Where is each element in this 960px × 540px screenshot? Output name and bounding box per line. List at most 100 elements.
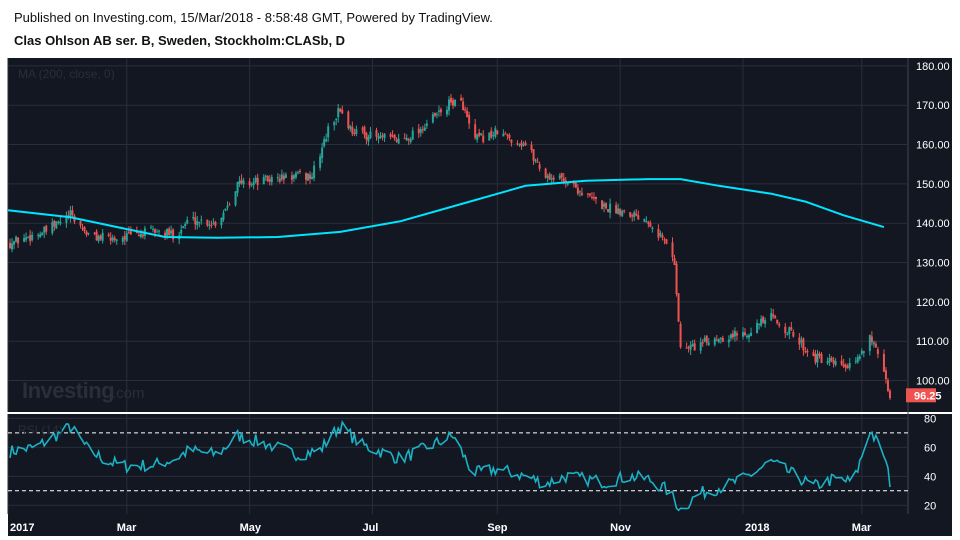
time-tick-label: Jul	[362, 522, 378, 534]
candle-body	[848, 363, 851, 368]
time-tick-label: 2018	[745, 522, 769, 534]
candle-body	[609, 203, 612, 213]
candlestick-series	[9, 93, 891, 400]
candle-body	[264, 175, 267, 177]
candle-body	[637, 215, 640, 220]
candle-body	[882, 353, 885, 372]
candle-body	[594, 196, 597, 200]
candle-body	[520, 142, 523, 147]
candle-body	[393, 134, 396, 139]
candle-body	[617, 208, 620, 214]
candle-body	[115, 239, 118, 241]
candle-body	[31, 234, 34, 240]
candle-body	[226, 205, 229, 208]
price-axis-background	[908, 58, 952, 412]
candle-body	[862, 351, 865, 353]
candle-body	[721, 337, 724, 342]
candle-body	[307, 173, 310, 181]
candle-body	[792, 331, 795, 337]
candle-body	[560, 173, 563, 178]
candle-body	[675, 263, 678, 295]
candle-body	[671, 242, 674, 258]
candle-body	[872, 342, 875, 345]
ma-series	[7, 178, 885, 239]
candle-body	[562, 178, 565, 182]
candle-body	[701, 342, 704, 344]
candle-body	[353, 132, 356, 134]
price-tick-label: 160.00	[916, 140, 950, 152]
candle-body	[321, 147, 324, 159]
candle-body	[15, 236, 18, 242]
candle-body	[41, 232, 44, 236]
candle-body	[665, 239, 668, 244]
candle-body	[480, 133, 483, 136]
candle-body	[623, 210, 626, 212]
candle-body	[452, 100, 455, 106]
candle-body	[548, 174, 551, 180]
candle-body	[607, 209, 610, 213]
candle-body	[474, 124, 477, 138]
rsi-pane-background	[8, 414, 908, 514]
investing-watermark: Investing .com	[22, 378, 145, 403]
candle-body	[806, 350, 809, 353]
axis-labels: 100.00 110.00 120.00 130.00 140.00 150.00 160.…	[10, 61, 950, 534]
candle-body	[814, 354, 817, 363]
last-price-value: 96.25	[914, 390, 942, 402]
candle-body	[659, 233, 662, 236]
candle-body	[552, 177, 555, 180]
candle-body	[629, 212, 632, 217]
candle-body	[129, 231, 132, 235]
candle-body	[433, 112, 436, 116]
candle-body	[79, 220, 82, 226]
candle-body	[164, 232, 167, 236]
candle-body	[619, 208, 622, 215]
candle-body	[802, 338, 805, 351]
last-price-tag-box	[906, 388, 936, 403]
candle-body	[774, 316, 777, 319]
candle-body	[248, 181, 251, 186]
candle-body	[236, 181, 239, 193]
candle-body	[25, 237, 28, 240]
watermark-brand: Investing	[22, 378, 114, 403]
candle-body	[576, 187, 579, 194]
candle-body	[731, 333, 734, 338]
price-tick-label: 120.00	[916, 297, 950, 309]
candle-body	[69, 210, 72, 218]
ma-indicator-label[interactable]: MA (200, close, 0)	[18, 67, 115, 81]
candle-body	[786, 334, 789, 336]
candle-body	[37, 234, 40, 237]
candle-body	[468, 114, 471, 124]
candle-body	[81, 227, 84, 229]
rsi-axis-background	[908, 414, 952, 514]
candle-body	[693, 343, 696, 351]
candle-body	[603, 203, 606, 207]
candle-body	[95, 231, 98, 241]
candle-body	[729, 334, 732, 339]
candle-body	[488, 132, 491, 141]
candle-body	[800, 340, 803, 343]
candle-body	[860, 350, 863, 355]
candle-body	[186, 219, 189, 224]
rsi-indicator-label[interactable]: RSI (14)	[18, 423, 63, 437]
candle-body	[57, 221, 60, 223]
candle-body	[212, 222, 215, 224]
candle-body	[166, 228, 169, 236]
candle-body	[784, 326, 787, 334]
candle-body	[462, 101, 465, 111]
candle-body	[407, 139, 410, 141]
candle-body	[339, 108, 342, 112]
candle-body	[816, 353, 819, 363]
candle-body	[111, 237, 114, 241]
time-tick-label: Nov	[610, 522, 632, 534]
candle-body	[156, 231, 159, 233]
rsi-tick-label: 80	[924, 413, 936, 425]
candle-body	[309, 174, 312, 179]
candle-body	[421, 129, 424, 131]
candle-body	[727, 339, 730, 343]
candle-body	[127, 231, 130, 233]
candle-body	[518, 143, 521, 145]
candle-body	[27, 237, 30, 239]
candle-body	[153, 229, 156, 233]
candle-body	[746, 335, 749, 338]
